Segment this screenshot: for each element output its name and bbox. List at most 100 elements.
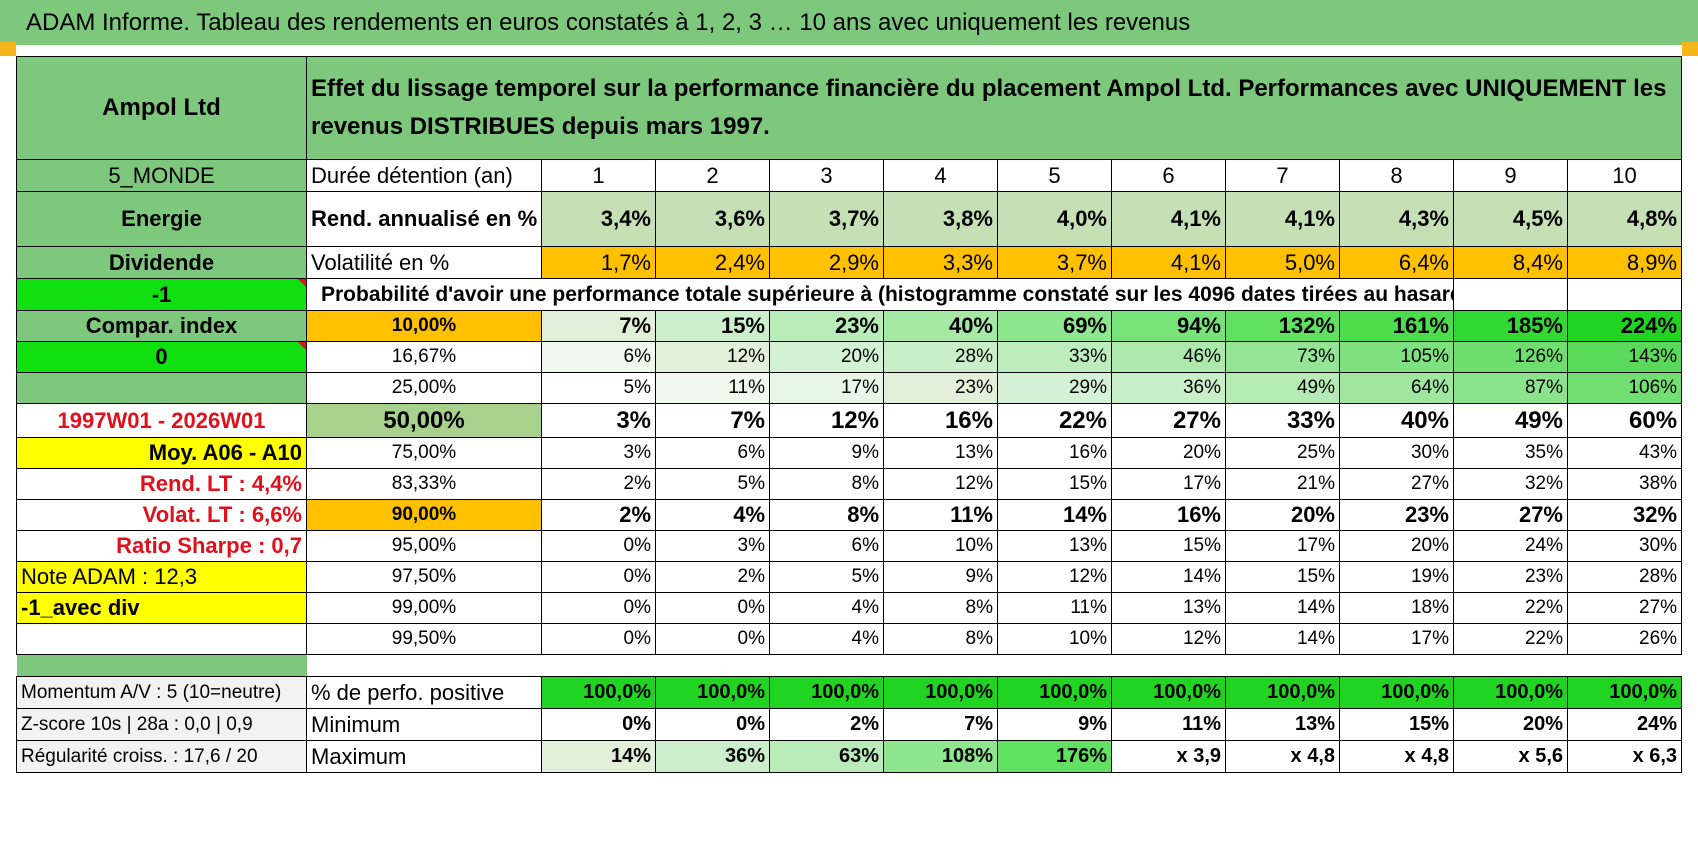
rend-value: 3,7% <box>769 191 884 247</box>
prob-value: 13% <box>997 530 1112 562</box>
prob-value: 33% <box>997 341 1112 373</box>
prob-value: 0% <box>541 561 656 593</box>
prob-value: 22% <box>1453 592 1568 624</box>
empty-cell <box>1453 278 1568 311</box>
prob-value: 105% <box>1339 341 1454 373</box>
returns-table: Ampol Ltd Effet du lissage temporel sur l… <box>16 56 1683 773</box>
durations-row: 5_MONDE Durée détention (an) 1 2 3 4 5 6 7 8 9 10 <box>16 159 1683 192</box>
rend-value: 4,8% <box>1566 191 1683 247</box>
prob-value: 12% <box>997 561 1112 593</box>
min-value: 7% <box>883 708 998 741</box>
vol-value: 2,9% <box>769 246 884 279</box>
prob-value: 27% <box>1111 403 1226 438</box>
note-label: Note ADAM : 12,3 <box>16 561 307 593</box>
prob-value: 10% <box>883 530 998 562</box>
prob-value: 12% <box>769 403 884 438</box>
prob-row: Ratio Sharpe : 0,7 95,00% 0% 3% 6% 10% 13% 15% 1… <box>16 530 1683 562</box>
rend-row: Energie Rend. annualisé en % 3,4% 3,6% 3,7% 3… <box>16 191 1683 247</box>
prob-value: 60% <box>1566 403 1683 438</box>
period-label: 1997W01 - 2026W01 <box>16 403 307 438</box>
vol-value: 2,4% <box>655 246 770 279</box>
prob-value: 3% <box>655 530 770 562</box>
prob-value: 224% <box>1566 310 1683 342</box>
max-value: x 6,3 <box>1566 740 1683 773</box>
prob-value: 14% <box>1225 623 1340 655</box>
separator-blank <box>884 655 998 677</box>
prob-value: 8% <box>769 499 884 531</box>
left-edge-marker <box>0 42 16 56</box>
prob-value: 15% <box>655 310 770 342</box>
duration-header: 8 <box>1339 159 1454 192</box>
threshold-label: 97,50% <box>306 561 542 593</box>
prob-value: 23% <box>1453 561 1568 593</box>
duration-header: 7 <box>1225 159 1340 192</box>
prob-value: 40% <box>883 310 998 342</box>
momentum-label: Momentum A/V : 5 (10=neutre) <box>16 676 307 709</box>
prob-value: 13% <box>1111 592 1226 624</box>
prob-value: 49% <box>1453 403 1568 438</box>
header-row: Ampol Ltd Effet du lissage temporel sur l… <box>16 56 1683 160</box>
prob-value: 29% <box>997 372 1112 404</box>
prob-value: 46% <box>1111 341 1226 373</box>
prob-value: 87% <box>1453 372 1568 404</box>
max-value: 108% <box>883 740 998 773</box>
vol-value: 8,4% <box>1453 246 1568 279</box>
separator-green <box>16 654 307 677</box>
separator-blank <box>998 655 1112 677</box>
type-label: Dividende <box>16 246 307 279</box>
rend-value: 4,5% <box>1453 191 1568 247</box>
prob-value: 0% <box>655 592 770 624</box>
threshold-label: 95,00% <box>306 530 542 562</box>
threshold-label: 90,00% <box>306 499 542 531</box>
minus-one-cell: -1 <box>16 278 307 311</box>
empty-green <box>16 372 307 404</box>
prob-value: 14% <box>1225 592 1340 624</box>
prob-row: 1997W01 - 2026W01 50,00% 3% 7% 12% 16% 22% 27% 3… <box>16 403 1683 438</box>
prob-value: 3% <box>541 437 656 469</box>
prob-value: 8% <box>883 623 998 655</box>
prob-value: 185% <box>1453 310 1568 342</box>
prob-value: 73% <box>1225 341 1340 373</box>
max-value: 36% <box>655 740 770 773</box>
prob-value: 11% <box>655 372 770 404</box>
threshold-label: 99,00% <box>306 592 542 624</box>
prob-title-row: -1 Probabilité d'avoir une performance to… <box>16 278 1683 311</box>
vol-value: 3,3% <box>883 246 998 279</box>
prob-row: Moy. A06 - A10 75,00% 3% 6% 9% 13% 16% 20% 25% 30… <box>16 437 1683 469</box>
rend-value: 3,8% <box>883 191 998 247</box>
prob-value: 7% <box>655 403 770 438</box>
prob-value: 14% <box>997 499 1112 531</box>
prob-value: 40% <box>1339 403 1454 438</box>
prob-row: 99,50% 0% 0% 4% 8% 10% 12% 14% 17% 22% 26% <box>16 623 1683 655</box>
prob-value: 28% <box>883 341 998 373</box>
prob-value: 17% <box>1339 623 1454 655</box>
empty-cell <box>1566 278 1683 311</box>
prob-value: 6% <box>769 530 884 562</box>
pos-value: 100,0% <box>997 676 1112 709</box>
min-value: 20% <box>1453 708 1568 741</box>
max-value: x 5,6 <box>1453 740 1568 773</box>
prob-value: 43% <box>1566 437 1683 469</box>
prob-value: 16% <box>883 403 998 438</box>
duration-header: 2 <box>655 159 770 192</box>
prob-row: 0 16,67% 6% 12% 20% 28% 33% 46% 73% 105% 126% 143% <box>16 341 1683 373</box>
prob-value: 12% <box>1111 623 1226 655</box>
prob-value: 15% <box>1225 561 1340 593</box>
prob-value: 132% <box>1225 310 1340 342</box>
rend-value: 4,0% <box>997 191 1112 247</box>
pos-value: 100,0% <box>769 676 884 709</box>
prob-value: 36% <box>1111 372 1226 404</box>
right-edge-marker <box>1682 42 1698 56</box>
prob-row: 25,00% 5% 11% 17% 23% 29% 36% 49% 64% 87% 106% <box>16 372 1683 404</box>
prob-value: 30% <box>1339 437 1454 469</box>
prob-value: 15% <box>997 468 1112 500</box>
min-value: 2% <box>769 708 884 741</box>
prob-row: Compar. index 10,00% 7% 15% 23% 40% 69% 94% 132%… <box>16 310 1683 342</box>
prob-value: 25% <box>1225 437 1340 469</box>
prob-value: 33% <box>1225 403 1340 438</box>
threshold-label: 75,00% <box>306 437 542 469</box>
prob-value: 38% <box>1566 468 1683 500</box>
duration-header: 4 <box>883 159 998 192</box>
prob-value: 28% <box>1566 561 1683 593</box>
prob-value: 69% <box>997 310 1112 342</box>
